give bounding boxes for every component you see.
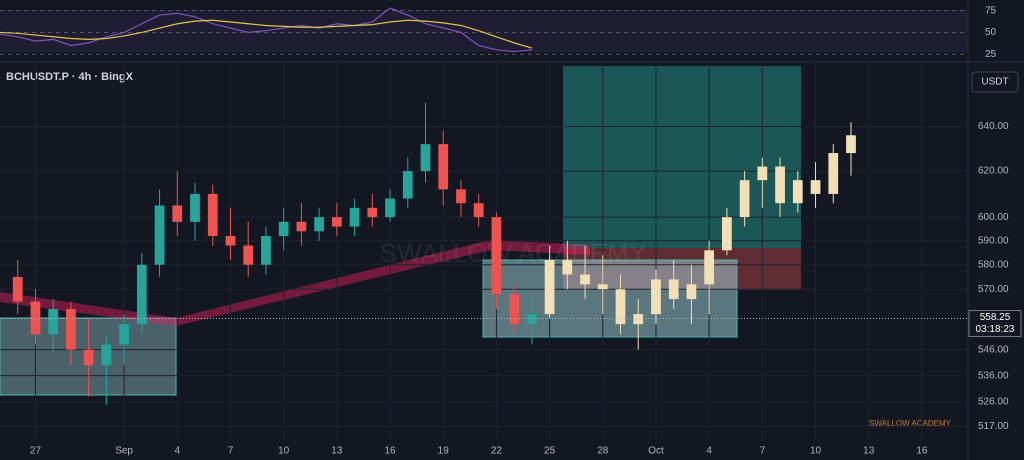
currency-box [971,71,1019,93]
x-tick-label: 7 [228,446,234,457]
symbol-title: BCHUSDT.P · 4h · BingX [6,71,134,83]
y-tick-label: 590.00 [978,235,1009,246]
projection-body [792,180,803,204]
projection-body [828,153,839,194]
y-tick-label: 526.00 [978,397,1009,408]
rsi-band [0,10,968,52]
candle-body [12,276,23,302]
currency: USDT [981,77,1008,88]
rsi-line [0,19,533,49]
projection-body [722,217,732,251]
candle-body [367,207,378,218]
candle-body [190,193,200,222]
projection-body [757,166,768,181]
x-tick-label: 10 [810,446,822,457]
brand-label: SWALLOW ACADEMY [869,419,952,428]
candle-body [119,324,129,345]
y-tick-label: 75 [985,5,997,16]
x-tick-label: Oct [648,446,664,457]
y-tick-label: 570.00 [978,284,1009,295]
x-tick-label: 27 [30,446,42,457]
y-tick-label: 620.00 [978,166,1009,177]
candle-body [349,207,360,227]
target-zone [563,66,801,248]
projection-body [668,279,679,300]
candle-body [314,217,324,232]
x-tick-label: 22 [491,446,503,457]
y-tick-label: 546.00 [978,344,1009,355]
x-tick-label: Sep [115,446,133,457]
y-tick-label: 25 [985,49,997,60]
y-tick-label: 600.00 [978,212,1009,223]
x-tick-label: 25 [544,446,556,457]
countdown: 03:18:23 [976,324,1015,335]
projection-body [544,259,555,315]
candle-body [101,344,112,366]
projection-body [651,279,661,315]
candle-body [48,309,59,335]
x-tick-label: 13 [331,446,343,457]
x-tick-label: 16 [384,446,396,457]
x-tick-label: 16 [916,446,928,457]
candle-body [136,264,147,325]
y-tick-label: 580.00 [978,259,1009,270]
candle-body [526,314,537,325]
candle-body [420,144,431,172]
candle-body [278,221,289,237]
x-tick-label: 4 [175,446,181,457]
projection-body [775,166,785,204]
x-tick-label: 28 [597,446,609,457]
rsi-line [0,7,532,53]
projection-body [597,284,608,290]
projection-body [615,289,626,325]
last-price-label: 558.25 [980,312,1011,323]
y-tick-label: 536.00 [978,370,1009,381]
y-tick-label: 640.00 [978,121,1009,132]
y-tick-label: 517.00 [978,421,1009,432]
projection-body [686,284,697,300]
candle-body [402,171,413,199]
projection-body [739,180,750,218]
projection-body [562,259,573,275]
candle-body [243,245,254,265]
x-tick-label: 13 [863,446,875,457]
candle-body [83,349,94,366]
accumulation-box [482,259,738,338]
candle-body [456,189,466,204]
candle-body [438,144,449,190]
projection-body [810,180,821,194]
x-tick-label: 4 [706,446,712,457]
candle-body [154,205,165,265]
projection-body [704,250,715,285]
candle-body [261,236,271,265]
candle-body [172,205,183,222]
x-tick-label: 19 [438,446,450,457]
last-price-box [968,309,1022,337]
x-tick-label: 10 [278,446,290,457]
candle-body [491,217,502,295]
candle-body [30,301,41,335]
trend-band [0,240,590,326]
projection-body [580,274,590,285]
candle-body [225,236,236,246]
candle-body [207,193,218,237]
candle-body [385,198,395,218]
y-tick-label: 50 [985,27,997,38]
candle-body [473,203,484,218]
projection-body [846,135,856,154]
projection-body [633,314,644,325]
candle-body [296,221,307,232]
candle-body [331,217,342,227]
candle-body [66,309,76,350]
watermark: SWALLOW ACADEMY [380,238,646,268]
candle-body [509,294,520,325]
x-tick-label: 7 [760,446,766,457]
